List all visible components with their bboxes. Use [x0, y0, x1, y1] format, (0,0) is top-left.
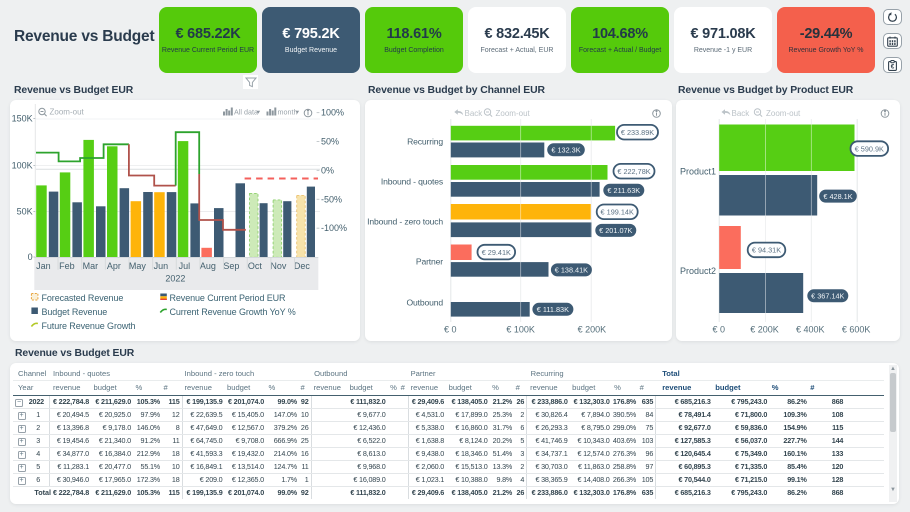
svg-text:€ 199.14K: € 199.14K [601, 208, 634, 217]
svg-text:€ 0: € 0 [444, 325, 457, 335]
svg-text:€ 138.41K: € 138.41K [555, 266, 588, 275]
svg-text:€ 367.14K: € 367.14K [811, 292, 844, 301]
svg-text:Product1: Product1 [680, 167, 716, 177]
svg-text:All data: All data [234, 108, 258, 117]
svg-text:€ 600K: € 600K [842, 325, 871, 335]
svg-text:Outbound: Outbound [406, 298, 443, 308]
svg-text:Inbound - zero touch: Inbound - zero touch [367, 217, 443, 227]
svg-text:Feb: Feb [59, 261, 75, 271]
svg-text:-100%: -100% [321, 223, 347, 233]
svg-text:Aug: Aug [200, 261, 216, 271]
svg-text:€ 29.41K: € 29.41K [482, 248, 511, 257]
svg-text:50%: 50% [321, 137, 339, 147]
svg-text:Jun: Jun [154, 261, 169, 271]
svg-text:150K: 150K [12, 114, 33, 124]
svg-text:Mar: Mar [83, 261, 99, 271]
svg-text:Nov: Nov [270, 261, 287, 271]
svg-text:month: month [278, 108, 298, 117]
svg-text:Budget Revenue: Budget Revenue [42, 307, 108, 317]
svg-text:Jul: Jul [179, 261, 191, 271]
svg-text:€ 233.89K: € 233.89K [621, 128, 654, 137]
svg-text:0%: 0% [321, 165, 334, 175]
svg-text:€ 200K: € 200K [578, 325, 607, 335]
svg-text:100K: 100K [12, 161, 33, 171]
svg-text:Partner: Partner [416, 257, 443, 267]
svg-text:€ 201.07K: € 201.07K [599, 226, 632, 235]
svg-text:€ 94.31K: € 94.31K [752, 246, 781, 255]
svg-text:Zoom-out: Zoom-out [50, 108, 85, 117]
svg-text:Oct: Oct [248, 261, 263, 271]
svg-text:€: € [891, 63, 895, 70]
svg-text:€ 100K: € 100K [506, 325, 535, 335]
svg-text:€ 222,78K: € 222,78K [617, 167, 650, 176]
svg-text:Revenue Current Period EUR: Revenue Current Period EUR [170, 293, 287, 303]
svg-text:Back: Back [732, 109, 751, 118]
svg-text:2022: 2022 [165, 274, 185, 284]
svg-text:Future Revenue Growth: Future Revenue Growth [42, 321, 136, 331]
svg-text:100%: 100% [321, 108, 344, 118]
svg-text:May: May [129, 261, 147, 271]
svg-text:Current Revenue Growth YoY %: Current Revenue Growth YoY % [170, 307, 296, 317]
svg-text:Dec: Dec [294, 261, 311, 271]
svg-text:€ 400K: € 400K [796, 325, 825, 335]
svg-text:50K: 50K [17, 207, 33, 217]
svg-text:Back: Back [465, 109, 484, 118]
svg-text:Zoom-out: Zoom-out [496, 109, 531, 118]
svg-text:€ 590.9K: € 590.9K [855, 144, 884, 153]
svg-text:Inbound - quotes: Inbound - quotes [381, 177, 443, 187]
svg-text:0: 0 [28, 252, 33, 262]
svg-text:Apr: Apr [107, 261, 121, 271]
svg-text:€ 132.3K: € 132.3K [551, 146, 580, 155]
svg-text:Recurring: Recurring [407, 137, 443, 147]
svg-text:-50%: -50% [321, 194, 342, 204]
svg-text:Jan: Jan [36, 261, 51, 271]
svg-text:€ 0: € 0 [712, 325, 725, 335]
svg-text:€ 211.63K: € 211.63K [607, 186, 640, 195]
svg-text:Product2: Product2 [680, 266, 716, 276]
svg-text:Sep: Sep [223, 261, 239, 271]
svg-text:Forecasted Revenue: Forecasted Revenue [42, 293, 124, 303]
svg-text:€ 428.1K: € 428.1K [823, 192, 852, 201]
svg-text:Zoom-out: Zoom-out [766, 109, 801, 118]
svg-text:€ 111.83K: € 111.83K [537, 305, 569, 314]
svg-text:€ 200K: € 200K [750, 325, 779, 335]
